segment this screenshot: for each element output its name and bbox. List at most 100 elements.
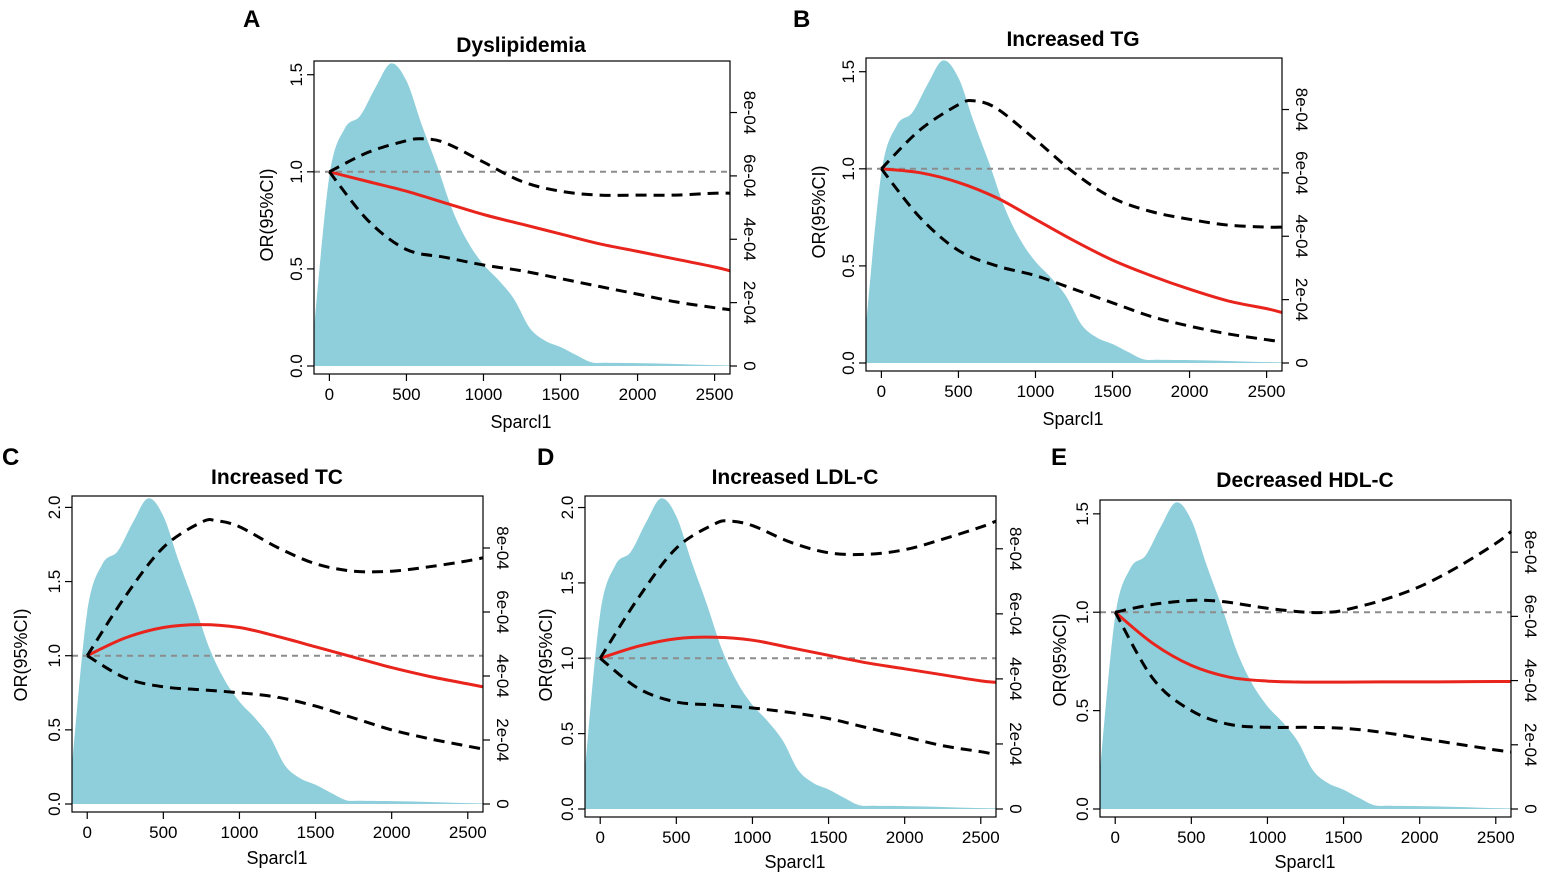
y2-tick-label: 0 <box>1521 804 1540 813</box>
or-line <box>1114 611 1511 684</box>
panel-d: D Increased LDL-C 0 500 1000 1500 2000 2500 0.… <box>536 444 1025 872</box>
y-tick-label: 0.5 <box>45 718 64 742</box>
x-tick-label: 1000 <box>465 385 503 404</box>
panel-a: A Dyslipidemia 0 500 1000 1500 2000 2500 0.0 0.… <box>243 6 759 432</box>
y2-tick-label: 0 <box>1292 358 1311 367</box>
plot-frame <box>313 60 731 375</box>
y-tick-label: 1.0 <box>1073 600 1092 624</box>
y2-tick-label: 6e-04 <box>493 590 512 633</box>
x-tick-label: 1500 <box>542 385 580 404</box>
y-tick-label: 1.0 <box>558 646 577 670</box>
density-area <box>72 498 483 804</box>
y-tick-label: 0.0 <box>45 792 64 816</box>
y2-tick-label: 8e-04 <box>740 91 759 134</box>
y2-tick-label: 0 <box>740 361 759 370</box>
y-axis-label: OR(95%CI) <box>536 608 556 701</box>
x-tick-label: 1000 <box>221 823 259 842</box>
y-tick-label: 1.5 <box>45 570 64 594</box>
x-tick-label: 1500 <box>297 823 335 842</box>
ci-upper-line <box>85 518 484 657</box>
y-tick-label: 0.0 <box>287 354 306 378</box>
or-line <box>881 167 1283 314</box>
density-area <box>1100 502 1511 809</box>
panel-label: D <box>537 444 554 471</box>
x-tick-label: 1000 <box>1017 382 1055 401</box>
y-tick-label: 2.0 <box>45 496 64 520</box>
y2-tick-label: 0 <box>493 799 512 808</box>
y-tick-label: 1.0 <box>287 160 306 184</box>
y-tick-label: 0.0 <box>839 351 858 375</box>
y-tick-label: 0.0 <box>558 797 577 821</box>
x-axis-label: Sparcl1 <box>1274 852 1335 872</box>
panel-label: E <box>1051 444 1067 471</box>
y2-tick-label: 8e-04 <box>1292 88 1311 131</box>
ci-lower-line <box>599 657 997 757</box>
ci-lower-line <box>328 170 731 312</box>
panel-title: Increased LDL-C <box>712 466 879 489</box>
density-area <box>314 63 730 366</box>
panel-label: A <box>243 6 260 33</box>
y2-tick-label: 4e-04 <box>1006 657 1025 700</box>
plot-area: 0 500 1000 1500 2000 2500 0.0 0.5 1.0 1.5 0 2e-04 4e… <box>287 60 759 404</box>
x-tick-label: 2500 <box>1248 382 1286 401</box>
y-tick-label: 0.5 <box>287 257 306 281</box>
y-axis-label: OR(95%CI) <box>11 608 31 701</box>
x-tick-label: 0 <box>877 382 886 401</box>
plot-frame <box>584 495 997 818</box>
x-tick-label: 2500 <box>1477 828 1515 847</box>
x-tick-label: 2000 <box>373 823 411 842</box>
y2-tick-label: 8e-04 <box>1521 530 1540 573</box>
x-axis-label: Sparcl1 <box>1042 409 1103 429</box>
y2-tick-label: 0 <box>1006 804 1025 813</box>
x-tick-label: 1500 <box>1325 828 1363 847</box>
y-tick-label: 1.5 <box>839 60 858 84</box>
ci-lower-line <box>880 167 1283 344</box>
y2-tick-label: 6e-04 <box>1006 592 1025 635</box>
x-tick-label: 1000 <box>734 828 772 847</box>
panel-title: Dyslipidemia <box>456 34 586 57</box>
ci-upper-line <box>880 98 1283 229</box>
panel-c: C Increased TC 0 500 1000 1500 2000 2500 0.0 0.… <box>2 444 512 868</box>
x-tick-label: 2000 <box>886 828 924 847</box>
x-tick-label: 0 <box>325 385 334 404</box>
x-axis-label: Sparcl1 <box>490 412 551 432</box>
y2-tick-label: 4e-04 <box>1292 215 1311 258</box>
y2-tick-label: 4e-04 <box>740 218 759 261</box>
y-axis-label: OR(95%CI) <box>1050 613 1070 706</box>
y2-tick-label: 4e-04 <box>1521 659 1540 702</box>
x-tick-label: 2500 <box>962 828 1000 847</box>
x-axis-label: Sparcl1 <box>764 852 825 872</box>
x-tick-label: 2500 <box>449 823 487 842</box>
y-tick-label: 1.5 <box>287 63 306 87</box>
y2-tick-label: 2e-04 <box>493 718 512 761</box>
plot-frame <box>71 495 484 813</box>
x-tick-label: 0 <box>1110 828 1119 847</box>
y-tick-label: 0.5 <box>1073 699 1092 723</box>
x-tick-label: 2500 <box>696 385 734 404</box>
panel-title: Increased TG <box>1006 28 1139 51</box>
y2-tick-label: 8e-04 <box>1006 527 1025 570</box>
or-line <box>86 623 484 689</box>
y-tick-label: 0.0 <box>1073 797 1092 821</box>
x-tick-label: 1500 <box>810 828 848 847</box>
y-tick-label: 1.0 <box>45 644 64 668</box>
x-axis-label: Sparcl1 <box>246 848 307 868</box>
y-tick-label: 0.5 <box>558 722 577 746</box>
x-tick-label: 500 <box>392 385 420 404</box>
y2-tick-label: 2e-04 <box>1006 722 1025 765</box>
y-axis-label: OR(95%CI) <box>809 165 829 258</box>
panel-label: B <box>793 6 810 33</box>
x-tick-label: 0 <box>595 828 604 847</box>
y2-tick-label: 6e-04 <box>740 154 759 197</box>
y-tick-label: 2.0 <box>558 496 577 520</box>
y2-tick-label: 8e-04 <box>493 526 512 569</box>
y2-tick-label: 4e-04 <box>493 654 512 697</box>
panel-label: C <box>2 444 19 471</box>
y-tick-label: 1.0 <box>839 157 858 181</box>
ci-lower-line <box>1113 611 1512 754</box>
y2-tick-label: 2e-04 <box>1292 278 1311 321</box>
plot-frame <box>1099 499 1512 818</box>
ci-upper-line <box>1114 530 1512 615</box>
panel-e: E Decreased HDL-C 0 500 1000 1500 2000 2500 0.… <box>1050 444 1540 872</box>
